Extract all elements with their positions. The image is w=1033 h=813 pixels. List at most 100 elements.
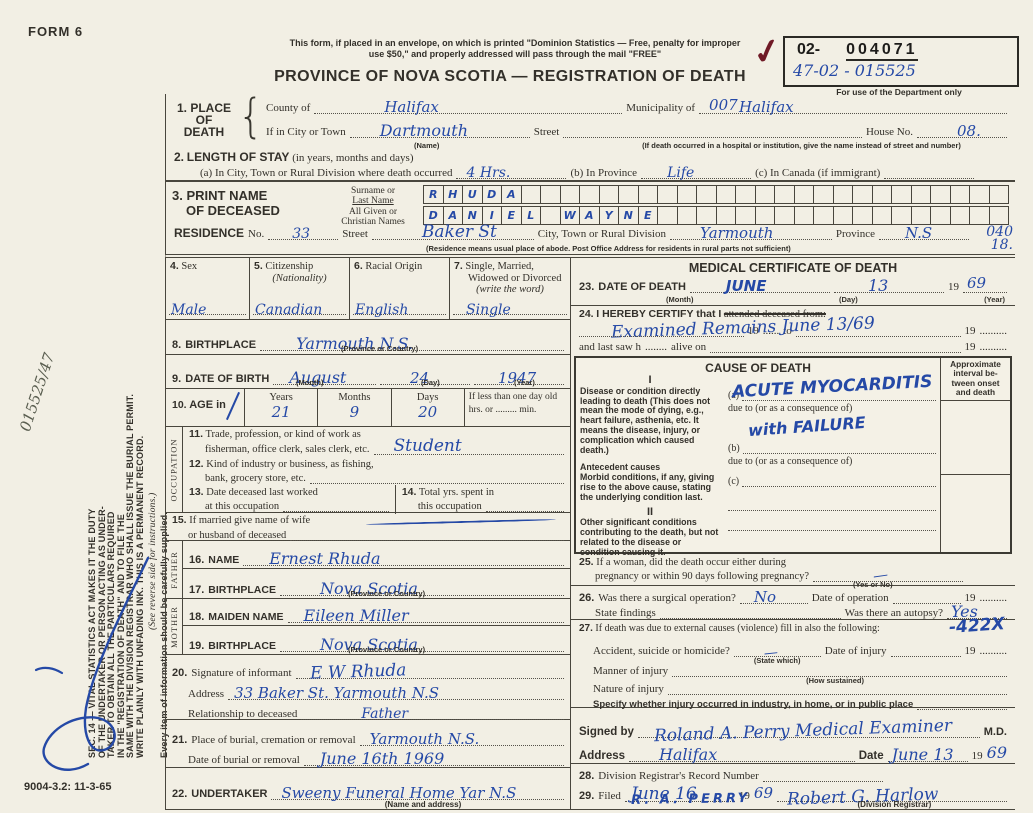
- department-number-box: 02- 004071 47-02 - 015525: [783, 36, 1019, 87]
- house-no-value: 08.: [957, 122, 981, 140]
- industry-line: [309, 470, 564, 484]
- stay-b-label: (b) In Province: [570, 167, 638, 179]
- mother-birthplace-value: Nova Scotia: [319, 635, 418, 654]
- margin-code-040-top: 040: [986, 224, 1013, 240]
- row-industry: 12. Kind of industry or business, as fis…: [183, 457, 570, 485]
- letter-cell: [715, 185, 736, 204]
- filed-label: Filed: [598, 790, 621, 802]
- hrs-label: hrs. or: [468, 405, 494, 415]
- letter-cell: [774, 206, 795, 225]
- letter-cell: D: [481, 185, 502, 204]
- yes-or-no-caption: (Yes or No): [853, 580, 893, 589]
- last-worked-line: [283, 498, 389, 512]
- letter-cell: [832, 206, 853, 225]
- row-trade: 11. Trade, profession, or kind of work a…: [183, 427, 570, 457]
- maiden-name-value: Eileen Miller: [303, 606, 409, 625]
- stay-b-line: Life: [641, 165, 752, 181]
- row-mother-maiden-name: 18. MAIDEN NAME Eileen Miller: [183, 599, 570, 626]
- given-names-label2: Christian Names: [341, 217, 405, 227]
- less-than-day-label: If less than one day old: [468, 392, 558, 402]
- letter-cell: [598, 185, 619, 204]
- father-block: FATHER 16. NAME Ernest Rhuda 17. BIRTHPL…: [166, 541, 570, 599]
- father-birthplace-caption: (Province or Country): [348, 589, 426, 598]
- field-number: 12.: [189, 457, 204, 470]
- undertaker-line: Sweeny Funeral Home Yar N.S: [271, 784, 564, 802]
- stamp-number: 004071: [846, 41, 918, 61]
- stay-a-value: 4 Hrs.: [466, 165, 511, 181]
- marital-sub: (write the word): [476, 284, 544, 295]
- surname-label: Surname or: [350, 186, 396, 196]
- industry-label: Kind of industry or business, as fishing…: [206, 458, 374, 470]
- medical-certificate-column: MEDICAL CERTIFICATE OF DEATH 23. DATE OF…: [571, 258, 1015, 810]
- undertaker-label: UNDERTAKER: [191, 788, 268, 800]
- certify-year2: 19: [964, 325, 976, 337]
- letter-cell: U: [462, 185, 483, 204]
- handwritten-file-number: 015525/47: [16, 350, 59, 434]
- operation-answer-line: No: [739, 588, 808, 606]
- letter-cell: [735, 185, 756, 204]
- marital-label: Single, Married,: [465, 261, 534, 272]
- letter-cell: [676, 185, 697, 204]
- letter-cell: A: [579, 206, 600, 225]
- street-label: Street: [533, 126, 560, 138]
- spouse-line: [290, 527, 564, 541]
- letter-cell: [852, 185, 873, 204]
- stay-c-line: [884, 165, 975, 179]
- md-label: M.D.: [983, 726, 1007, 738]
- total-years-line: [485, 498, 564, 512]
- residence-caption: (Residence means usual place of abode. P…: [426, 244, 791, 253]
- county-value: Halifax: [384, 98, 439, 116]
- marital-status-cell: 7. Single, Married, Widowed or Divorced …: [450, 258, 570, 319]
- min-label: min.: [519, 405, 537, 415]
- citizenship-sub: (Nationality): [272, 272, 327, 284]
- sex-value: Male: [171, 301, 207, 318]
- trade-value: Student: [393, 435, 462, 456]
- stamp-prefix: 02-: [797, 41, 821, 58]
- operation-q-label: Was there a surgical operation?: [598, 592, 736, 604]
- autopsy-answer-line: Yes: [947, 602, 1007, 621]
- residence-province-value: N.S: [905, 224, 933, 242]
- citizenship-value: Canadian: [255, 301, 323, 318]
- certify-label: I HEREBY CERTIFY that I: [596, 308, 722, 320]
- letter-cell: [696, 185, 717, 204]
- field-number: 23.: [579, 281, 595, 293]
- occupation-strip: OCCUPATION: [166, 427, 183, 512]
- total-years-label: Total yrs. spent in: [418, 486, 494, 498]
- occupation-block: OCCUPATION 11. Trade, profession, or kin…: [166, 427, 570, 514]
- death-month-value: JUNE: [725, 277, 767, 295]
- letter-cell: W: [559, 206, 580, 225]
- years-label: Years: [269, 392, 293, 403]
- stay-a-line: 4 Hrs.: [456, 165, 567, 181]
- external-causes-intro: If death was due to external causes (vio…: [595, 623, 880, 634]
- name-caption: (Name): [414, 141, 440, 150]
- city-town-line: Dartmouth: [349, 121, 530, 140]
- department-box-caption: For use of the Department only: [836, 87, 962, 97]
- residence-city-label: City, Town or Rural Division: [537, 228, 666, 240]
- row-age: 10. AGE in Years 21 Months 9 Days 20 If: [166, 389, 570, 427]
- signed-date-line: June 13: [887, 745, 968, 764]
- mailing-note-line1: This form, if placed in an envelope, on …: [289, 38, 741, 48]
- father-name-line: Ernest Rhuda: [243, 549, 564, 568]
- pregnancy-q-line1: If a woman, did the death occur either d…: [596, 557, 787, 568]
- occupation-strip-label: OCCUPATION: [169, 437, 179, 502]
- row-date-of-death: 23. DATE OF DEATH JUNE 13 19 69 (Month) …: [571, 274, 1015, 306]
- age-months-cell: Months 9: [317, 389, 390, 426]
- birthplace-line: Yarmouth N.S.: [260, 334, 564, 353]
- birthplace-label: BIRTHPLACE: [185, 339, 257, 351]
- injury-year: 19: [964, 645, 976, 657]
- birth-day-value: 24: [410, 369, 430, 387]
- how-sustained-caption: (How sustained): [806, 676, 865, 685]
- specify-label: Specify whether injury occurred in indus…: [593, 699, 914, 710]
- year-caption: (Year): [514, 378, 535, 387]
- findings-line: [659, 605, 841, 619]
- municipality-value: Halifax: [739, 98, 794, 116]
- registrar-block: 28. Division Registrar's Record Number 2…: [571, 764, 1015, 810]
- undertaker-block: 22. UNDERTAKER Sweeny Funeral Home Yar N…: [166, 768, 570, 809]
- letter-cell: [696, 206, 717, 225]
- medical-certificate-title: MEDICAL CERTIFICATE OF DEATH: [688, 261, 898, 275]
- field-number: 5.: [254, 260, 263, 272]
- disease-description: Disease or condition directly leading to…: [580, 385, 710, 455]
- field-number: 6.: [354, 260, 363, 272]
